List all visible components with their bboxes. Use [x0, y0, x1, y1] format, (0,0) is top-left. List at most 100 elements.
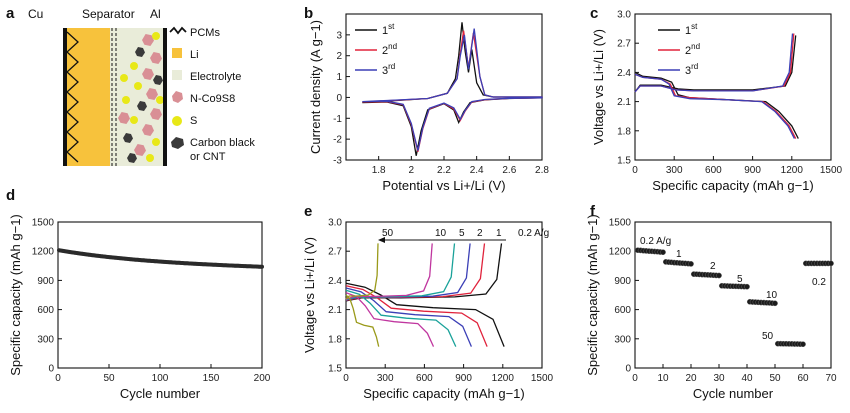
x-tick-label: 300 [666, 165, 683, 176]
co9s8-particle [150, 108, 162, 120]
x-tick-label: 100 [152, 373, 169, 384]
rate-segment-label: 10 [766, 290, 778, 301]
legend-sulfur: S [190, 115, 197, 127]
x-tick-label: 1.8 [372, 165, 386, 176]
y-tick-label: 900 [614, 276, 631, 287]
rate-curve-50 [345, 243, 380, 347]
x-axis-label: Specific capacity (mAh g−1) [652, 178, 813, 193]
x-tick-label: 20 [685, 373, 697, 384]
sulfur-particle [152, 32, 160, 40]
carbon-particle [123, 133, 133, 143]
co9s8-particle [142, 68, 154, 80]
plot-frame [57, 221, 263, 369]
y-tick-label: -2 [333, 135, 342, 146]
panel-label-f: f [590, 203, 596, 220]
y-axis-label: Voltage vs Li+/Li (V) [302, 237, 317, 353]
x-tick-label: 900 [744, 165, 761, 176]
panel-d-cycling-chart: 0 50 100 150 200 0 300 600 900 1200 1500 Cycle numb… [6, 187, 271, 401]
y-tick-label: 2 [336, 51, 342, 62]
y-tick-label: 1500 [32, 218, 55, 229]
rate-label: 1 [496, 228, 502, 239]
panel-label-a: a [6, 5, 15, 22]
y-tick-label: 3.0 [617, 10, 631, 21]
legend-li: Li [190, 49, 199, 61]
x-axis-label: Specific capacity (mAh g−1) [363, 386, 524, 401]
label-cu: Cu [28, 7, 43, 21]
sulfur-particle [134, 82, 142, 90]
legend-label-2nd: 2nd [382, 42, 397, 57]
y-tick-label: 0 [336, 93, 342, 104]
legend-label-3rd: 3rd [382, 62, 395, 77]
x-tick-label: 600 [416, 373, 433, 384]
y-tick-label: 1200 [32, 247, 55, 258]
y-tick-label: 2.4 [617, 68, 631, 79]
rate-point [716, 272, 722, 279]
x-tick-label: 2.6 [502, 165, 516, 176]
rate-label: 2 [477, 228, 483, 239]
y-tick-label: 1200 [609, 247, 632, 258]
rate-segment-label: 0.2 A/g [640, 236, 671, 247]
rate-curve-10 [345, 243, 435, 347]
y-tick-label: 0 [625, 364, 631, 375]
x-tick-label: 50 [103, 373, 115, 384]
rate-segment-label: 50 [762, 331, 774, 342]
y-tick-label: 300 [614, 334, 631, 345]
x-tick-label: 0 [632, 373, 638, 384]
co9s8-particle [150, 52, 162, 64]
co9s8-particle [142, 124, 154, 136]
panel-f-rate-capability-chart: 0 10 20 30 40 50 60 70 0 300 600 900 1200 1500 Cycle n… [585, 203, 837, 401]
x-tick-label: 2.2 [437, 165, 451, 176]
legend-carbon: Carbon black [190, 137, 255, 149]
rate-point [744, 283, 750, 290]
carbon-particle [135, 47, 145, 57]
y-tick-label: 300 [37, 334, 54, 345]
sulfur-particle [156, 96, 164, 104]
plot-frame [634, 13, 832, 161]
panel-label-c: c [590, 5, 598, 22]
panel-a-schematic: a Cu Separator Al PCMs Li Electrolyte N-… [6, 5, 255, 166]
y-tick-label: 900 [37, 276, 54, 287]
y-tick-label: 1 [336, 72, 342, 83]
y-tick-label: 3.0 [328, 218, 342, 229]
cathode-particles [118, 32, 164, 163]
legend-label-1st: 1st [382, 22, 395, 37]
co9s8-particle [142, 34, 154, 46]
panel-c-voltage-chart: 0 300 600 900 1200 1500 1.5 1.8 2.1 2.4 2.7 3.0 Spec… [590, 5, 843, 193]
y-tick-label: -3 [333, 156, 342, 167]
rate-segment-label: 0.2 [812, 277, 826, 288]
panel-b-cv-chart: 1.8 2 2.2 2.4 2.6 2.8 -3 -2 -1 0 1 2 3 Potential vs L… [304, 5, 549, 193]
y-tick-label: 2.4 [328, 276, 342, 287]
carbon-particle [153, 75, 163, 85]
y-tick-label: 2.1 [328, 305, 342, 316]
x-axis-label: Potential vs Li+/Li (V) [382, 178, 505, 193]
y-axis-label: Specific capacity (mAh g−1) [585, 214, 600, 375]
co9s8-particle [146, 88, 158, 100]
rate-label: 5 [459, 228, 465, 239]
sulfur-particle [130, 116, 138, 124]
x-tick-label: 60 [797, 373, 809, 384]
panel-e-rate-voltage-chart: 0 300 600 900 1200 1500 1.5 1.8 2.1 2.4 2.7 3.0 Spec… [302, 203, 554, 401]
x-tick-label: 70 [825, 373, 837, 384]
x-tick-label: 150 [203, 373, 220, 384]
cycle-point [260, 264, 264, 269]
x-tick-label: 50 [769, 373, 781, 384]
copper-current-collector [63, 28, 67, 166]
y-tick-label: 1.8 [328, 334, 342, 345]
label-al: Al [150, 7, 161, 21]
co9s8-particle-icon [172, 91, 183, 103]
li-square-icon [172, 48, 182, 58]
carbon-particle [127, 153, 137, 163]
x-axis-label: Cycle number [693, 386, 774, 401]
x-axis-label: Cycle number [120, 386, 201, 401]
legend-cnt: or CNT [190, 151, 226, 163]
carbon-particle-icon [171, 137, 184, 149]
x-tick-label: 2.8 [535, 165, 549, 176]
plot-frame [345, 13, 543, 161]
rate-segment-label: 1 [676, 249, 682, 260]
y-tick-label: -1 [333, 114, 342, 125]
rate-segment-label: 2 [710, 261, 716, 272]
y-tick-label: 3 [336, 30, 342, 41]
y-tick-label: 1.5 [617, 156, 631, 167]
sulfur-particle [130, 62, 138, 70]
